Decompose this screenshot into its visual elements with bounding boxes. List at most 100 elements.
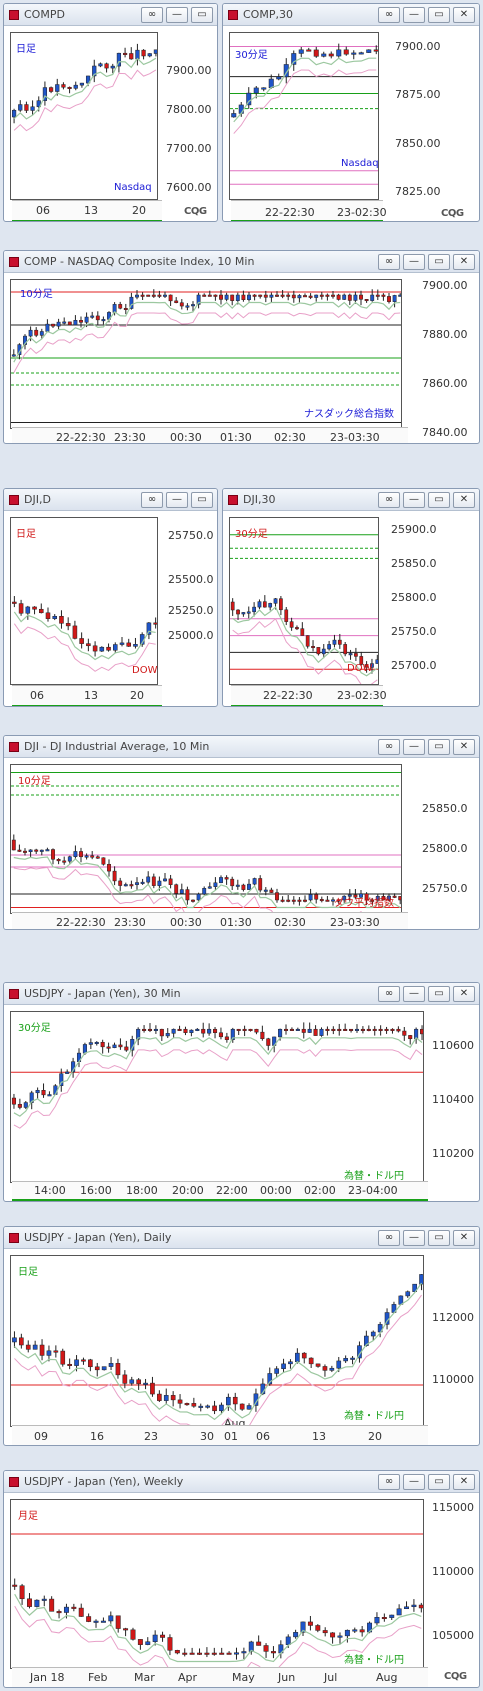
price-chart[interactable] <box>10 764 402 914</box>
maximize-button[interactable]: ▭ <box>428 7 450 23</box>
link-button[interactable]: ∞ <box>378 7 400 23</box>
price-chart[interactable] <box>10 1011 424 1183</box>
maximize-button[interactable]: ▭ <box>428 1474 450 1490</box>
close-button[interactable]: ✕ <box>453 7 475 23</box>
title-bar[interactable]: COMP - NASDAQ Composite Index, 10 Min ∞ —… <box>4 251 479 273</box>
close-button[interactable]: ✕ <box>453 739 475 755</box>
title-bar[interactable]: DJI,D ∞ — ▭ <box>4 489 217 511</box>
candle-body <box>133 644 138 647</box>
window-dji-30min[interactable]: DJI,30 ∞ — ▭ ✕ 30分足 DOW 25900.0 25850.0 258… <box>222 488 480 707</box>
candle-body <box>316 647 321 655</box>
candle-body <box>147 1028 153 1031</box>
close-button[interactable]: ✕ <box>453 1230 475 1246</box>
candle-body <box>329 1367 335 1371</box>
minimize-button[interactable]: — <box>403 1474 425 1490</box>
price-chart[interactable] <box>229 517 379 685</box>
close-button[interactable]: ✕ <box>453 1474 475 1490</box>
link-button[interactable]: ∞ <box>141 7 163 23</box>
candle-body <box>34 849 39 852</box>
candle-body <box>207 886 212 889</box>
link-button[interactable]: ∞ <box>378 492 400 508</box>
maximize-button[interactable]: ▭ <box>191 7 213 23</box>
time-tick: 01:30 <box>220 431 252 444</box>
link-button[interactable]: ∞ <box>378 986 400 1002</box>
title-bar[interactable]: USDJPY - Japan (Yen), 30 Min ∞ — ▭ ✕ <box>4 983 479 1005</box>
maximize-button[interactable]: ▭ <box>191 492 213 508</box>
link-button[interactable]: ∞ <box>378 739 400 755</box>
candle-body <box>278 1028 283 1038</box>
price-chart[interactable] <box>10 279 402 429</box>
price-chart[interactable] <box>10 517 158 685</box>
candle-body <box>45 323 50 332</box>
price-chart[interactable] <box>229 32 379 200</box>
close-button[interactable]: ✕ <box>453 492 475 508</box>
close-button[interactable]: ✕ <box>453 986 475 1002</box>
minimize-button[interactable]: — <box>403 986 425 1002</box>
maximize-button[interactable]: ▭ <box>428 986 450 1002</box>
link-button[interactable]: ∞ <box>141 492 163 508</box>
moving-average-line <box>13 1036 423 1117</box>
title-bar[interactable]: USDJPY - Japan (Yen), Daily ∞ — ▭ ✕ <box>4 1227 479 1249</box>
window-compd-daily[interactable]: COMPD ∞ — ▭ 日足 Nasdaq 7900.00 7800.00 7700… <box>3 3 218 222</box>
window-comp-10min[interactable]: COMP - NASDAQ Composite Index, 10 Min ∞ —… <box>3 250 480 444</box>
maximize-button[interactable]: ▭ <box>428 739 450 755</box>
candle-body <box>129 1379 135 1384</box>
candle-body <box>370 1331 376 1337</box>
minimize-button[interactable]: — <box>403 739 425 755</box>
time-tick: 06 <box>30 689 44 702</box>
candle-body <box>389 1614 395 1618</box>
candle-body <box>411 1604 417 1608</box>
window-usdjpy-30min[interactable]: USDJPY - Japan (Yen), 30 Min ∞ — ▭ ✕ 30分足 為… <box>3 982 480 1202</box>
candle-body <box>170 1395 176 1401</box>
time-tick: 13 <box>312 1430 326 1443</box>
title-bar[interactable]: USDJPY - Japan (Yen), Weekly ∞ — ▭ ✕ <box>4 1471 479 1493</box>
price-chart[interactable] <box>10 1499 424 1669</box>
price-tick: 7800.00 <box>166 103 212 116</box>
candle-body <box>347 894 352 897</box>
title-bar[interactable]: DJI,30 ∞ — ▭ ✕ <box>223 489 479 511</box>
minimize-button[interactable]: — <box>403 1230 425 1246</box>
candle-body <box>168 878 173 885</box>
window-comp-30min[interactable]: COMP,30 ∞ — ▭ ✕ 30分足 Nasdaq 7900.00 7875.00… <box>222 3 480 222</box>
minimize-button[interactable]: — <box>166 7 188 23</box>
maximize-button[interactable]: ▭ <box>428 254 450 270</box>
title-bar[interactable]: DJI - DJ Industrial Average, 10 Min ∞ — ▭ ✕ <box>4 736 479 758</box>
close-button[interactable]: ✕ <box>453 254 475 270</box>
candle-body <box>39 849 44 852</box>
link-button[interactable]: ∞ <box>378 254 400 270</box>
candle-body <box>319 1028 324 1036</box>
candle-body <box>419 1274 423 1285</box>
candle-body <box>396 1608 402 1616</box>
candle-body <box>163 878 167 882</box>
maximize-button[interactable]: ▭ <box>428 492 450 508</box>
candle-body <box>291 294 296 299</box>
minimize-button[interactable]: — <box>403 7 425 23</box>
candle-body <box>191 1403 197 1407</box>
window-usdjpy-weekly[interactable]: USDJPY - Japan (Yen), Weekly ∞ — ▭ ✕ 月足 為替・… <box>3 1470 480 1688</box>
candle-body <box>110 65 115 69</box>
price-chart[interactable] <box>10 1255 424 1427</box>
title-bar[interactable]: COMPD ∞ — ▭ <box>4 4 217 26</box>
window-dji-daily[interactable]: DJI,D ∞ — ▭ 日足 DOW 25750.0 25500.0 25250.0… <box>3 488 218 707</box>
link-button[interactable]: ∞ <box>378 1230 400 1246</box>
candle-body <box>359 656 364 665</box>
minimize-button[interactable]: — <box>403 492 425 508</box>
moving-average-line <box>13 856 401 909</box>
maximize-button[interactable]: ▭ <box>428 1230 450 1246</box>
window-usdjpy-daily[interactable]: USDJPY - Japan (Yen), Daily ∞ — ▭ ✕ 日足 為替・ド… <box>3 1226 480 1446</box>
candle-body <box>179 889 184 894</box>
candle-body <box>295 1028 300 1031</box>
price-chart[interactable] <box>10 32 158 200</box>
candle-body <box>93 1620 99 1623</box>
candle-body <box>280 294 285 297</box>
candle-body <box>88 1359 93 1368</box>
window-dji-10min[interactable]: DJI - DJ Industrial Average, 10 Min ∞ — ▭ ✕… <box>3 735 480 930</box>
link-button[interactable]: ∞ <box>378 1474 400 1490</box>
time-tick: 14:00 <box>34 1184 66 1197</box>
minimize-button[interactable]: — <box>403 254 425 270</box>
title-bar[interactable]: COMP,30 ∞ — ▭ ✕ <box>223 4 479 26</box>
candle-body <box>165 1033 170 1037</box>
minimize-button[interactable]: — <box>166 492 188 508</box>
candle-body <box>153 1028 158 1031</box>
candle-body <box>19 1585 25 1600</box>
